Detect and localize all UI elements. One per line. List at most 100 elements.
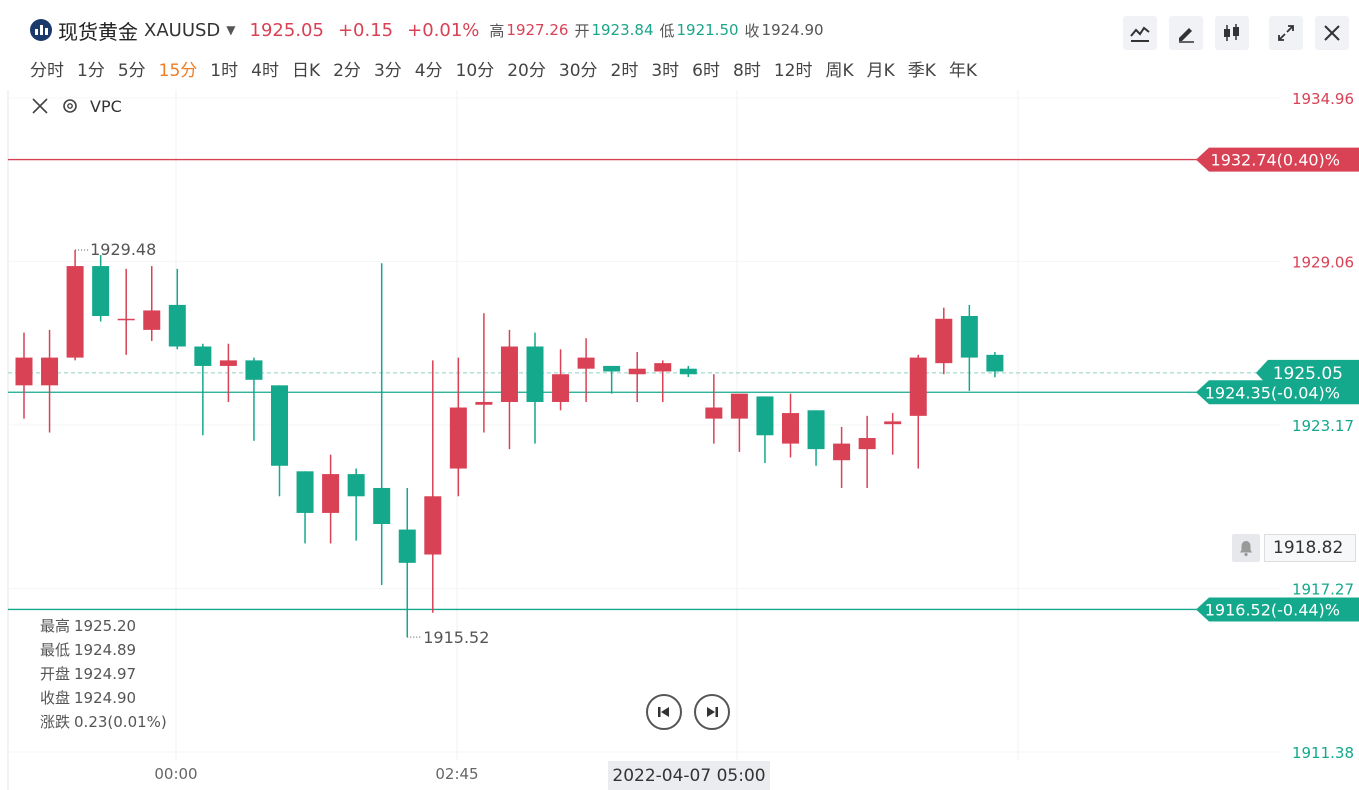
- period-5[interactable]: 4时: [251, 61, 279, 81]
- period-12[interactable]: 30分: [558, 61, 598, 81]
- price-change: +0.15: [337, 19, 394, 41]
- candle-body-16: [424, 496, 442, 555]
- symbol-dropdown-icon[interactable]: ▼: [226, 23, 236, 37]
- alert-value[interactable]: 1918.82: [1264, 534, 1356, 562]
- candle-body-21: [552, 374, 570, 402]
- period-9[interactable]: 4分: [414, 61, 443, 81]
- ohlc-close-row: 收盘 1924.90: [40, 686, 171, 710]
- ohlc-high-row: 最高 1925.20: [40, 614, 171, 638]
- candle-body-3: [92, 266, 110, 316]
- period-21[interactable]: 年K: [948, 61, 978, 81]
- close-label: 收: [744, 21, 760, 40]
- candle-body-2: [66, 266, 84, 358]
- open-label: 开: [574, 21, 590, 40]
- candle-body-1: [41, 357, 59, 386]
- low-label: 低: [659, 21, 675, 40]
- period-18[interactable]: 周K: [825, 61, 854, 81]
- current-price-tag: [1256, 359, 1359, 386]
- candle-body-0: [15, 357, 33, 386]
- period-7[interactable]: 2分: [333, 61, 361, 81]
- period-11[interactable]: 20分: [507, 61, 546, 81]
- pen-icon[interactable]: [1169, 16, 1203, 50]
- symbol-name[interactable]: 现货黄金: [58, 19, 138, 44]
- candle-body-15: [398, 529, 416, 563]
- candlestick-chart[interactable]: 1932.74(0.40)% 1924.35(-0.04)% 1916.52(-0.…: [0, 90, 1359, 790]
- min-annotation: 1915.52: [423, 628, 489, 647]
- period-10[interactable]: 10分: [455, 61, 495, 81]
- candle-body-23: [603, 365, 621, 372]
- period-16[interactable]: 8时: [733, 61, 761, 81]
- price-alert[interactable]: 1918.82: [1232, 534, 1356, 562]
- candle-body-34: [884, 421, 902, 425]
- forward-icon[interactable]: [694, 694, 730, 730]
- expand-icon[interactable]: [1269, 16, 1303, 50]
- close-icon[interactable]: [1315, 16, 1349, 50]
- candle-body-36: [935, 318, 953, 364]
- candle-body-12: [322, 474, 340, 513]
- rewind-icon[interactable]: [646, 694, 682, 730]
- line-chart-icon[interactable]: [1123, 16, 1157, 50]
- price-line-label-2: 1916.52(-0.44)%: [1205, 600, 1340, 619]
- candle-body-22: [577, 357, 595, 369]
- high-value: 1927.26: [506, 21, 569, 39]
- settings-gear-icon[interactable]: [60, 96, 80, 116]
- y-tick-0: 1934.96: [1292, 90, 1354, 108]
- period-13[interactable]: 2时: [610, 61, 639, 81]
- price-change-pct: +0.01%: [407, 19, 480, 41]
- x-tick-1: 02:45: [435, 765, 478, 783]
- candle-body-31: [807, 410, 825, 450]
- y-tick-3: 1917.27: [1292, 581, 1354, 599]
- header: 现货黄金 XAUUSD ▼ 1925.05 +0.15 +0.01% 高 192…: [0, 0, 1359, 90]
- candle-body-17: [449, 407, 467, 469]
- candle-body-6: [168, 304, 186, 347]
- symbol-bar: 现货黄金 XAUUSD ▼ 1925.05 +0.15 +0.01% 高 192…: [30, 16, 830, 44]
- candle-body-29: [756, 396, 774, 436]
- period-0[interactable]: 分时: [30, 61, 64, 81]
- ohlc-high-label: 最高: [40, 617, 71, 635]
- bell-icon[interactable]: [1232, 534, 1260, 562]
- price-line-tag-0: [1196, 147, 1359, 172]
- low-value: 1921.50: [676, 21, 739, 39]
- period-selector: 分时 1分 5分 15分 1时 4时 日K 2分 3分 4分 10分 20分 30分 2时 3时 6时 8时 12…: [30, 56, 990, 81]
- current-price-label: 1925.05: [1273, 364, 1343, 384]
- ohlc-change-label: 涨跌: [40, 713, 71, 731]
- ohlc-low-value: 1924.89: [74, 641, 137, 659]
- close-value: 1924.90: [761, 21, 824, 39]
- price-line-tag-1: [1196, 380, 1359, 405]
- ohlc-close-value: 1924.90: [74, 689, 137, 707]
- candle-body-11: [296, 471, 314, 513]
- candle-body-25: [654, 363, 672, 372]
- period-15[interactable]: 6时: [692, 61, 720, 81]
- period-14[interactable]: 3时: [651, 61, 680, 81]
- candle-body-26: [679, 368, 697, 375]
- candle-body-19: [500, 346, 518, 402]
- ohlc-close-label: 收盘: [40, 689, 71, 707]
- candle-body-5: [143, 310, 161, 330]
- period-17[interactable]: 12时: [773, 61, 813, 81]
- period-8[interactable]: 3分: [373, 61, 402, 81]
- period-20[interactable]: 季K: [907, 61, 936, 81]
- indicator-bar: VPC: [30, 96, 122, 116]
- high-label: 高: [489, 21, 505, 40]
- period-2[interactable]: 5分: [117, 61, 146, 81]
- time-cursor-label: 2022-04-07 05:00: [608, 761, 770, 790]
- ohlc-change-value: 0.23(0.01%): [74, 713, 167, 731]
- period-6[interactable]: 日K: [291, 61, 321, 81]
- candle-body-33: [858, 438, 876, 450]
- candlestick-icon[interactable]: [1215, 16, 1249, 50]
- open-value: 1923.84: [591, 21, 654, 39]
- candle-body-24: [628, 368, 646, 375]
- candle-body-20: [526, 346, 544, 402]
- candle-body-28: [730, 393, 748, 419]
- period-3[interactable]: 15分: [158, 61, 198, 81]
- period-4[interactable]: 1时: [210, 61, 239, 81]
- y-tick-4: 1911.38: [1292, 744, 1354, 762]
- remove-indicator-icon[interactable]: [30, 96, 50, 116]
- candle-body-14: [373, 487, 391, 525]
- period-19[interactable]: 月K: [866, 61, 895, 81]
- chart-area[interactable]: 1932.74(0.40)% 1924.35(-0.04)% 1916.52(-0.…: [0, 90, 1359, 790]
- symbol-code[interactable]: XAUUSD: [144, 19, 221, 41]
- period-1[interactable]: 1分: [77, 61, 105, 81]
- price-line-label-1: 1924.35(-0.04)%: [1205, 383, 1340, 402]
- y-tick-1: 1929.06: [1292, 254, 1354, 272]
